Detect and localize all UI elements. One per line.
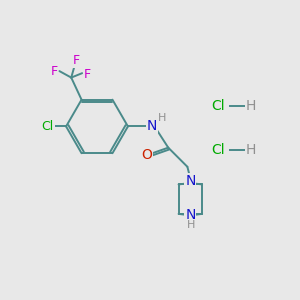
Text: F: F — [73, 54, 80, 67]
Text: Cl: Cl — [42, 120, 54, 133]
Text: N: N — [147, 119, 157, 134]
Text: Cl: Cl — [212, 143, 225, 157]
Text: H: H — [187, 220, 195, 230]
Text: H: H — [245, 99, 256, 113]
Text: F: F — [51, 64, 58, 78]
Text: H: H — [245, 143, 256, 157]
Text: N: N — [185, 174, 196, 188]
Text: N: N — [185, 208, 196, 222]
Text: Cl: Cl — [212, 99, 225, 113]
Text: H: H — [158, 113, 166, 123]
Text: F: F — [84, 68, 91, 81]
Text: O: O — [142, 148, 152, 162]
